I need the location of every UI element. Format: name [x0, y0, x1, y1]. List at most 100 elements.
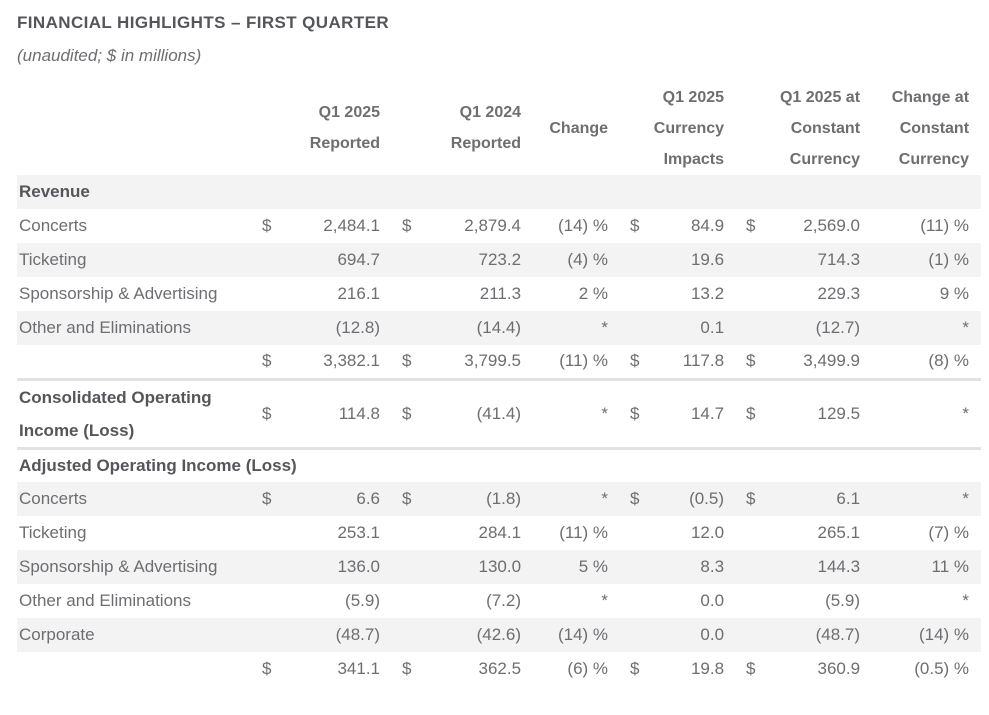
- value-cell: (1.8): [486, 489, 522, 508]
- value-cell: 130.0: [478, 557, 522, 576]
- row-label: Revenue: [19, 182, 90, 201]
- table-row: Sponsorship & Advertising 136.0 130.0 5 % 8.…: [17, 550, 982, 584]
- value-cell: 3,499.9: [803, 351, 861, 371]
- value-cell: (14.4): [476, 318, 522, 337]
- currency-symbol: [741, 584, 761, 618]
- value-cell: 694.7: [337, 250, 381, 269]
- value-cell: 265.1: [817, 523, 861, 542]
- change-cell: 5 %: [578, 557, 609, 576]
- value-cell: 3,382.1: [323, 351, 381, 371]
- currency-symbol: [625, 243, 645, 277]
- row-label-column-header: [17, 81, 257, 175]
- total-row: $3,382.1 $3,799.5 (11) % $117.8 $3,499.9 (8) …: [17, 345, 981, 379]
- currency-symbol: $: [630, 659, 640, 678]
- table-row: Ticketing 694.7 723.2 (4) % 19.6 714.3 (1) %: [17, 243, 982, 277]
- financial-highlights-page: FINANCIAL HIGHLIGHTS – FIRST QUARTER (un…: [17, 13, 982, 686]
- value-cell: (48.7): [335, 625, 381, 644]
- row-label: Consolidated Operating Income (Loss): [17, 377, 257, 450]
- row-label: [17, 345, 257, 379]
- row-label: Ticketing: [19, 523, 87, 542]
- change-cell: (11) %: [920, 216, 970, 235]
- value-cell: (42.6): [476, 625, 522, 644]
- change-cell: *: [877, 377, 982, 450]
- column-header: Q1 2025 Reported: [309, 104, 381, 152]
- value-cell: (48.7): [815, 625, 861, 644]
- value-cell: (12.8): [335, 318, 381, 337]
- value-cell: 12.0: [690, 523, 725, 542]
- value-cell: 6.1: [836, 489, 861, 508]
- currency-symbol: $: [262, 659, 272, 678]
- currency-symbol: $: [625, 377, 646, 450]
- value-cell: (0.5): [689, 489, 725, 508]
- currency-symbol: $: [262, 489, 272, 508]
- column-header: Q1 2025 at Constant Currency: [779, 88, 861, 168]
- value-cell: 360.9: [817, 659, 861, 678]
- value-cell: 114.8: [281, 377, 398, 450]
- value-cell: 0.0: [700, 625, 725, 644]
- value-cell: 136.0: [337, 557, 381, 576]
- value-cell: 19.6: [690, 250, 725, 269]
- value-cell: 2,569.0: [803, 216, 861, 235]
- value-cell: 362.5: [478, 659, 522, 678]
- change-cell: (1) %: [928, 250, 970, 269]
- value-cell: (7.2): [486, 591, 522, 610]
- row-label: Sponsorship & Advertising: [19, 557, 218, 576]
- table-row: Sponsorship & Advertising 216.1 211.3 2 % 13…: [17, 277, 981, 311]
- row-label: Concerts: [19, 216, 88, 235]
- table-row: Concerts $2,484.1 $2,879.4 (14) % $84.9 $2,56…: [17, 209, 981, 243]
- section-row: Adjusted Operating Income (Loss): [17, 448, 981, 482]
- value-cell: (12.7): [815, 318, 861, 337]
- change-cell: *: [601, 318, 609, 337]
- currency-symbol: [257, 243, 281, 277]
- value-cell: 253.1: [337, 523, 381, 542]
- currency-symbol: [625, 277, 645, 311]
- currency-symbol: $: [402, 489, 412, 508]
- row-label: [17, 652, 257, 686]
- value-cell: 0.1: [700, 318, 725, 337]
- value-cell: 6.6: [356, 489, 381, 508]
- currency-symbol: $: [402, 659, 412, 678]
- value-cell: 84.9: [690, 216, 725, 235]
- currency-symbol: [625, 516, 645, 550]
- value-cell: 284.1: [478, 523, 522, 542]
- change-cell: (14) %: [557, 216, 609, 235]
- value-cell: 14.7: [645, 377, 742, 450]
- currency-symbol: $: [397, 377, 418, 450]
- value-cell: (41.4): [417, 377, 539, 450]
- currency-symbol: [397, 584, 417, 618]
- value-cell: 216.1: [337, 284, 381, 303]
- column-header: Change at Constant Currency: [891, 88, 970, 168]
- row-label: Ticketing: [19, 250, 87, 269]
- currency-symbol: $: [630, 489, 640, 508]
- value-cell: 714.3: [817, 250, 861, 269]
- currency-symbol: $: [262, 351, 272, 371]
- header-row: Q1 2025 Reported Q1 2024 Reported Change Q1 2…: [17, 81, 981, 175]
- table-row: Consolidated Operating Income (Loss) $114…: [17, 377, 982, 450]
- currency-symbol: [257, 516, 281, 550]
- value-cell: 229.3: [817, 284, 861, 303]
- change-cell: 11 %: [931, 557, 970, 576]
- column-header: Q1 2025 Currency Impacts: [653, 88, 725, 168]
- change-cell: (6) %: [567, 659, 609, 678]
- currency-symbol: [397, 311, 417, 345]
- change-cell: 2 %: [578, 284, 609, 303]
- currency-symbol: [625, 584, 645, 618]
- currency-symbol: [257, 550, 281, 584]
- currency-symbol: [741, 311, 761, 345]
- total-row: $341.1 $362.5 (6) % $19.8 $360.9 (0.5) %: [17, 652, 981, 686]
- currency-symbol: [741, 618, 761, 652]
- value-cell: 3,799.5: [464, 351, 522, 371]
- section-row: Revenue: [17, 175, 982, 209]
- currency-symbol: $: [257, 377, 281, 450]
- change-cell: (11) %: [559, 351, 609, 371]
- table-row: Corporate (48.7) (42.6) (14) % 0.0 (48.7) (14)…: [17, 618, 982, 652]
- value-cell: 129.5: [761, 377, 878, 450]
- currency-symbol: [625, 311, 645, 345]
- change-cell: *: [962, 318, 970, 337]
- currency-symbol: $: [746, 216, 756, 235]
- table-body: Revenue Concerts $2,484.1 $2,879.4 (14) % $84…: [17, 175, 982, 686]
- currency-symbol: $: [262, 216, 272, 235]
- currency-symbol: [741, 277, 761, 311]
- row-label: Concerts: [19, 489, 88, 508]
- change-cell: 9 %: [939, 284, 970, 303]
